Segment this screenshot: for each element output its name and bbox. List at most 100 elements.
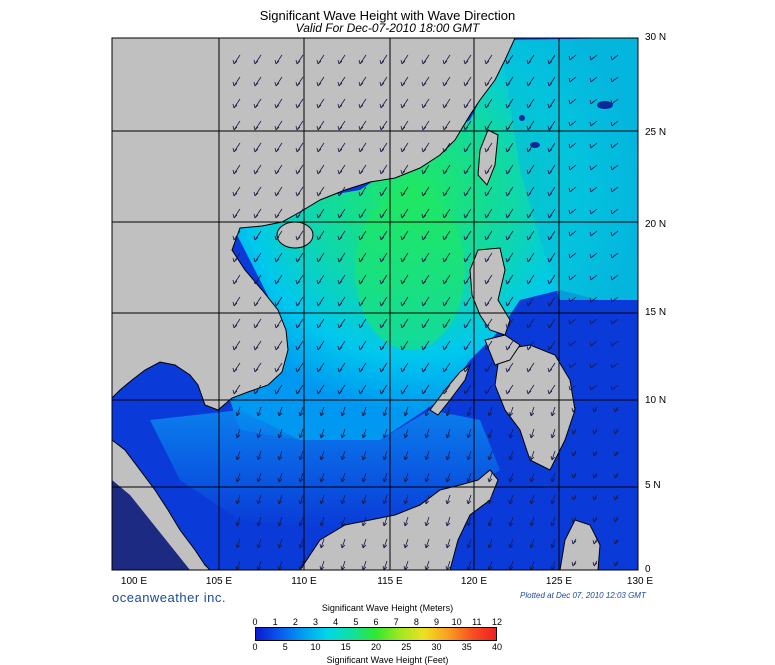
direction-arrow <box>610 208 619 215</box>
wave-band-south <box>150 410 500 530</box>
direction-arrow <box>613 472 619 479</box>
direction-arrow <box>379 230 388 241</box>
direction-arrow <box>358 252 367 263</box>
direction-arrow <box>400 296 409 307</box>
direction-arrow <box>232 76 241 87</box>
direction-arrow <box>526 296 535 307</box>
direction-arrow <box>547 164 556 175</box>
direction-arrow <box>442 164 451 175</box>
feet-tick: 15 <box>340 642 351 652</box>
direction-arrow <box>319 538 325 549</box>
direction-arrow <box>568 164 577 171</box>
direction-arrow <box>547 230 556 241</box>
direction-arrow <box>592 450 598 457</box>
meters-tick: 6 <box>373 617 379 627</box>
direction-arrow <box>358 384 367 395</box>
map-frame <box>111 37 639 571</box>
direction-arrow <box>319 516 325 527</box>
direction-arrow <box>610 340 619 347</box>
direction-arrow <box>442 230 451 241</box>
direction-arrow <box>337 384 346 395</box>
direction-arrow <box>256 472 262 483</box>
direction-arrow <box>463 252 472 263</box>
direction-arrow <box>526 164 535 175</box>
direction-arrow <box>463 340 472 351</box>
direction-arrow <box>316 318 325 329</box>
direction-arrow <box>610 384 619 391</box>
direction-arrow <box>508 472 514 483</box>
direction-arrow <box>274 362 283 373</box>
direction-arrow <box>568 318 577 325</box>
direction-arrow <box>466 472 472 483</box>
direction-arrow <box>421 340 430 351</box>
direction-arrow <box>277 406 283 417</box>
direction-arrow <box>277 494 283 505</box>
direction-arrow <box>505 120 514 131</box>
direction-arrow <box>550 428 556 439</box>
direction-arrow <box>274 340 283 351</box>
direction-arrow <box>253 164 262 175</box>
direction-arrow <box>592 428 598 435</box>
direction-arrow <box>382 538 388 549</box>
direction-arrow <box>424 428 430 439</box>
direction-arrow <box>253 362 262 373</box>
direction-arrow <box>526 120 535 131</box>
direction-arrow <box>445 406 451 417</box>
direction-arrow <box>361 450 367 461</box>
direction-arrow <box>295 230 304 241</box>
direction-arrow <box>379 186 388 197</box>
direction-arrow <box>505 208 514 219</box>
direction-arrow <box>256 538 262 549</box>
direction-arrow <box>487 406 493 417</box>
direction-arrow <box>316 252 325 263</box>
direction-arrow <box>358 274 367 285</box>
direction-arrow <box>487 538 493 549</box>
direction-arrow <box>592 494 598 501</box>
direction-arrow <box>421 208 430 219</box>
direction-arrow <box>232 252 241 263</box>
direction-arrow <box>358 76 367 87</box>
direction-arrow <box>235 428 241 439</box>
island-okinawa <box>597 101 613 109</box>
direction-arrow <box>445 472 451 483</box>
direction-arrow <box>403 406 409 417</box>
meters-tick: 5 <box>353 617 359 627</box>
direction-arrow <box>424 538 430 549</box>
direction-arrow <box>589 142 598 149</box>
direction-arrow <box>463 98 472 109</box>
direction-arrow <box>613 560 619 567</box>
lat-label-10n: 10 N <box>645 395 667 406</box>
direction-arrow <box>421 76 430 87</box>
direction-arrow <box>274 164 283 175</box>
direction-arrow <box>610 318 619 325</box>
direction-arrow <box>508 450 514 461</box>
direction-arrow <box>547 120 556 131</box>
direction-arrow <box>526 98 535 109</box>
direction-arrow <box>550 406 556 417</box>
direction-arrow <box>589 252 598 259</box>
direction-arrow <box>298 450 304 461</box>
direction-arrow <box>400 318 409 329</box>
direction-arrow <box>400 252 409 263</box>
direction-arrow <box>400 164 409 175</box>
direction-arrow <box>316 164 325 175</box>
direction-arrow <box>316 54 325 65</box>
direction-arrow <box>382 406 388 417</box>
direction-arrow <box>505 318 514 329</box>
direction-arrow <box>256 494 262 505</box>
direction-arrow <box>337 186 346 197</box>
island-small-1 <box>530 142 540 148</box>
direction-arrow <box>466 450 472 461</box>
direction-arrow <box>466 406 472 417</box>
direction-arrow <box>295 252 304 263</box>
direction-arrow <box>610 362 619 369</box>
direction-arrow <box>568 252 577 259</box>
direction-arrow <box>232 142 241 153</box>
land-mindanao <box>494 344 576 471</box>
direction-arrow <box>400 274 409 285</box>
direction-arrow <box>547 274 556 285</box>
direction-arrow <box>571 428 577 435</box>
lat-label-25n: 25 N <box>645 127 667 138</box>
direction-arrow <box>484 186 493 197</box>
lat-label-30n: 30 N <box>645 32 667 43</box>
